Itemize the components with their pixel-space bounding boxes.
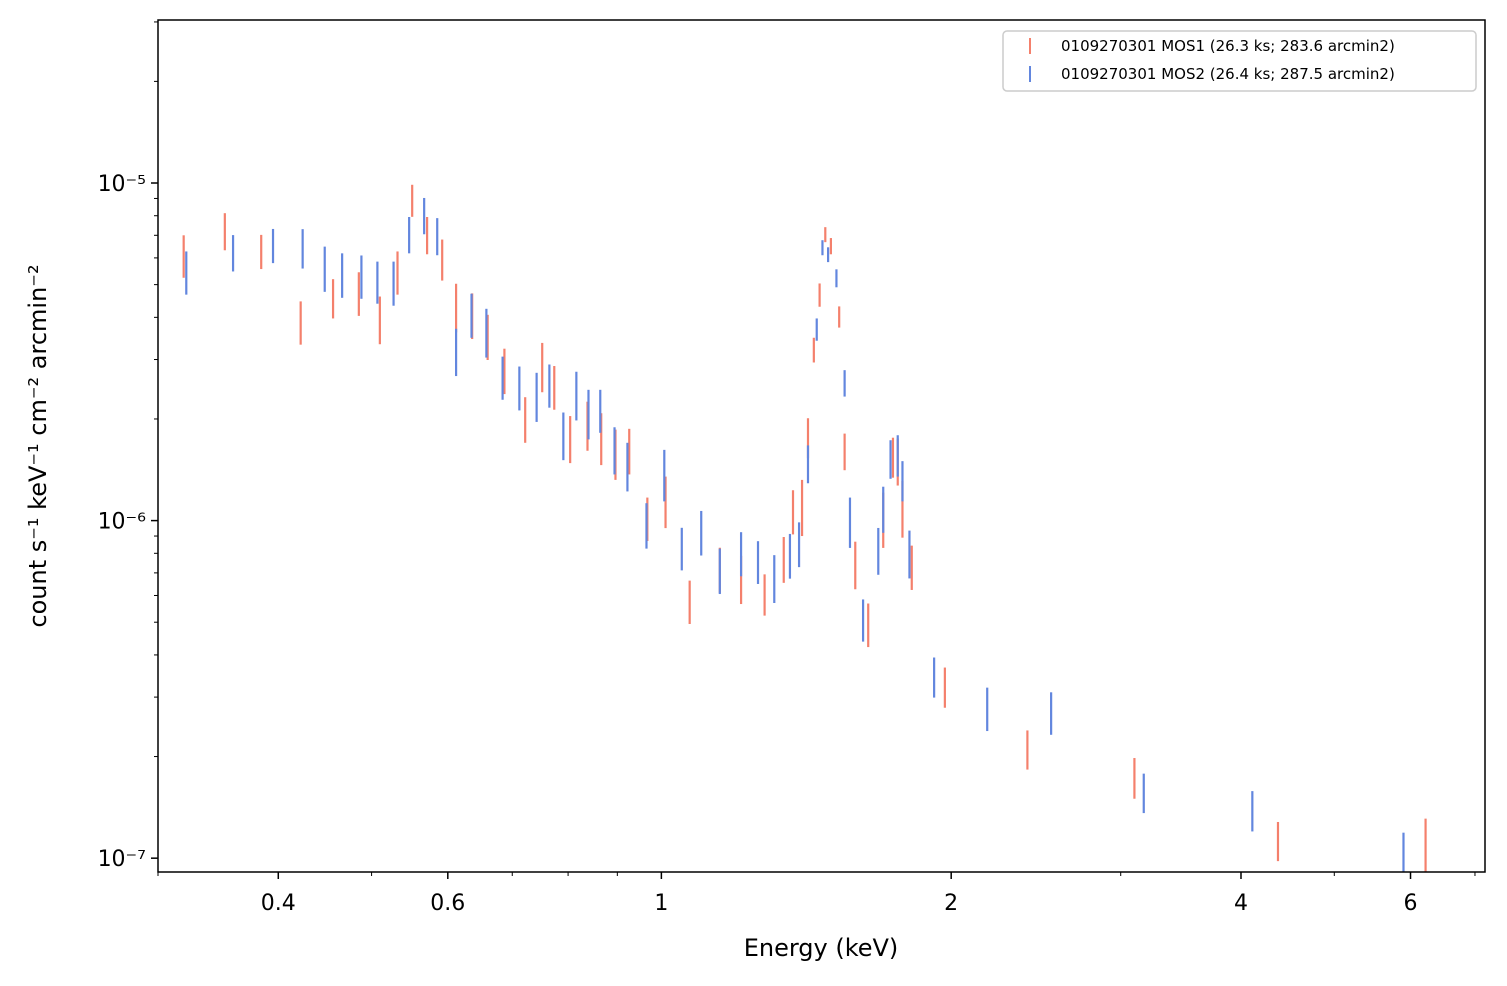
y-axis-label: count s⁻¹ keV⁻¹ cm⁻² arcmin⁻² xyxy=(24,264,52,627)
legend-box xyxy=(1002,30,1477,92)
x-tick-label: 2 xyxy=(944,891,958,916)
x-tick-label: 4 xyxy=(1234,891,1248,916)
x-tick-label: 6 xyxy=(1404,891,1418,916)
plot-area xyxy=(182,184,1427,872)
x-tick-label: 0.6 xyxy=(430,891,465,916)
x-tick-label: 1 xyxy=(654,891,668,916)
y-tick-label: 10⁻⁶ xyxy=(98,510,147,535)
legend-label: 0109270301 MOS2 (26.4 ks; 287.5 arcmin2) xyxy=(1061,65,1395,83)
axes-frame xyxy=(157,19,1486,873)
x-axis-label: Energy (keV) xyxy=(744,934,899,962)
x-tick-label: 0.4 xyxy=(261,891,296,916)
y-tick-label: 10⁻⁷ xyxy=(98,847,146,872)
legend-label: 0109270301 MOS1 (26.3 ks; 283.6 arcmin2) xyxy=(1061,37,1395,55)
y-tick-label: 10⁻⁵ xyxy=(98,172,146,197)
